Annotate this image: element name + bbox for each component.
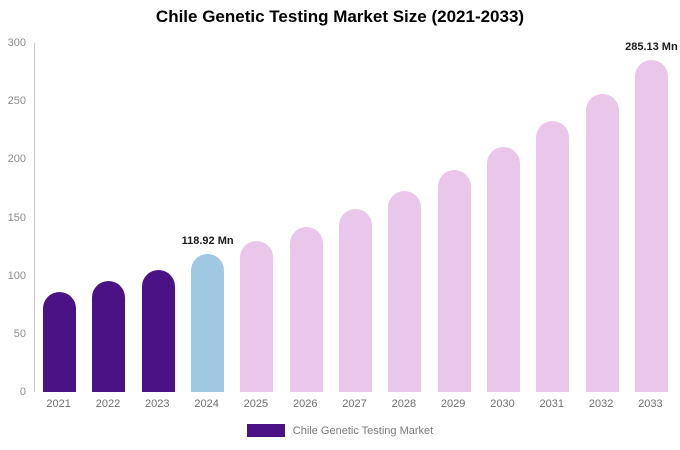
bar-2026 <box>289 226 323 392</box>
x-tick-label-2023: 2023 <box>145 398 170 410</box>
x-tick-label-2029: 2029 <box>440 398 466 410</box>
legend-swatch <box>246 424 285 437</box>
legend: Chile Genetic Testing Market <box>0 424 680 437</box>
bar-group-2024: 118.92 Mn <box>181 43 234 392</box>
y-tick-label: 250 <box>7 95 26 108</box>
data-label-2024: 118.92 Mn <box>181 234 234 247</box>
data-label-2033: 285.13 Mn <box>625 41 678 54</box>
bar-2028 <box>388 190 422 392</box>
y-tick-label: 100 <box>7 269 26 282</box>
x-tick-label-2031: 2031 <box>539 398 565 410</box>
bar-2022 <box>92 281 126 392</box>
bar-group-2032 <box>577 43 626 392</box>
x-tick-label-2021: 2021 <box>46 398 71 410</box>
chart-area: 0 50 100 150 200 250 300 118.92 Mn 285.13 Mn 20… <box>0 30 680 412</box>
bar-group-2033: 285.13 Mn <box>625 41 678 392</box>
y-axis: 0 50 100 150 200 250 300 <box>0 37 28 398</box>
x-tick-label-2033: 2033 <box>638 398 663 410</box>
bar-2033 <box>634 60 668 392</box>
bar-2032 <box>585 94 619 392</box>
bar-2030 <box>486 146 520 392</box>
bar-group-2027 <box>331 43 380 392</box>
x-tick-label-2027: 2027 <box>342 398 367 410</box>
y-tick-label: 150 <box>7 211 26 224</box>
x-tick-label-2032: 2032 <box>588 398 614 410</box>
y-tick-label: 0 <box>19 386 26 398</box>
x-tick-label-2026: 2026 <box>292 398 318 410</box>
bar-group-2021 <box>35 43 84 392</box>
bar-group-2029 <box>430 43 479 392</box>
bar-group-2023 <box>134 43 183 392</box>
bar-2024 <box>191 253 225 392</box>
bar-group-2025 <box>232 43 281 392</box>
y-tick-label: 200 <box>7 153 26 166</box>
plot-area: 118.92 Mn 285.13 Mn <box>34 41 678 392</box>
bar-2029 <box>437 169 471 392</box>
x-tick-label-2022: 2022 <box>95 398 121 410</box>
bar-group-2031 <box>528 43 577 392</box>
bar-2021 <box>43 291 77 392</box>
x-tick-label-2024: 2024 <box>194 398 219 410</box>
x-axis-labels: 2021 2022 2023 2024 2025 2026 2027 2028 2029 2030… <box>34 398 675 410</box>
y-tick-label: 50 <box>13 327 26 340</box>
bar-group-2026 <box>282 43 331 392</box>
bar-2025 <box>240 240 274 392</box>
x-tick-label-2030: 2030 <box>490 398 515 410</box>
bar-group-2022 <box>84 43 133 392</box>
chart-title: Chile Genetic Testing Market Size (2021-… <box>155 7 525 26</box>
bar-2031 <box>536 120 570 392</box>
bar-2027 <box>339 209 373 392</box>
bar-group-2028 <box>380 43 429 392</box>
x-tick-label-2025: 2025 <box>243 398 269 410</box>
bar-2023 <box>141 269 175 392</box>
x-tick-label-2028: 2028 <box>391 398 417 410</box>
bar-group-2030 <box>479 43 528 392</box>
y-tick-label: 300 <box>7 37 26 49</box>
legend-label: Chile Genetic Testing Market <box>292 424 434 437</box>
